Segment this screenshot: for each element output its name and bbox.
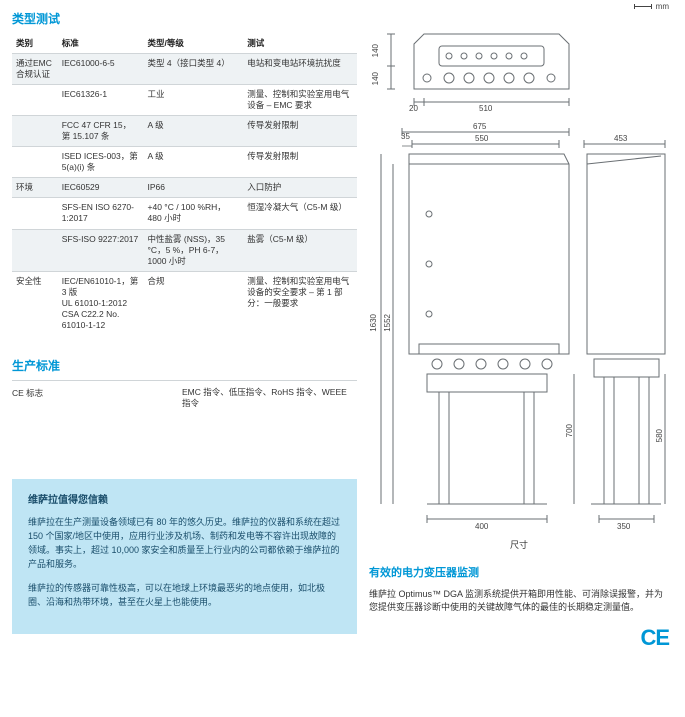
right-heading: 有效的电力变压器监测 — [369, 565, 669, 582]
spec-table: 类别 标准 类型/等级 测试 通过EMC合规认证IEC61000-6-5类型 4… — [12, 33, 357, 335]
trust-p2: 维萨拉的传感器可靠性极高，可以在地球上环境最恶劣的地点使用，如北极圈、沿海和热带… — [28, 582, 341, 610]
table-cell — [12, 85, 58, 116]
table-cell: IEC60529 — [58, 178, 144, 198]
table-cell: ISED ICES-003，第 5(a)(i) 条 — [58, 147, 144, 178]
table-cell: IEC61326-1 — [58, 85, 144, 116]
table-cell — [12, 198, 58, 229]
table-cell: 通过EMC合规认证 — [12, 54, 58, 85]
trust-panel: 维萨拉值得您信赖 维萨拉在生产测量设备领域已有 80 年的悠久历史。维萨拉的仪器… — [12, 479, 357, 634]
dim-front-1630: 1630 — [369, 314, 378, 332]
table-cell: IEC/EN61010-1，第 3 版 UL 61010-1:2012 CSA … — [58, 271, 144, 335]
table-cell — [12, 229, 58, 271]
type-test-heading: 类型测试 — [12, 10, 365, 27]
table-cell: 电站和变电站环境抗扰度 — [243, 54, 357, 85]
dimension-diagram: 140 140 20 510 675 550 35 1630 1552 700 … — [369, 4, 669, 534]
table-cell: 类型 4（接口类型 4） — [144, 54, 244, 85]
table-cell: 入口防护 — [243, 178, 357, 198]
dim-front-580: 580 — [655, 429, 664, 442]
prod-std-label: CE 标志 — [12, 387, 182, 409]
dim-front-400: 400 — [475, 522, 488, 531]
th-standard: 标准 — [58, 33, 144, 54]
dim-side-350: 350 — [617, 522, 630, 531]
th-test: 测试 — [243, 33, 357, 54]
table-cell: 安全性 — [12, 271, 58, 335]
table-row: IEC61326-1工业测量、控制和实验室用电气设备 – EMC 要求 — [12, 85, 357, 116]
table-cell: 传导发射限制 — [243, 116, 357, 147]
table-cell: 中性盐雾 (NSS)，35 °C，5 %，PH 6-7，1000 小时 — [144, 229, 244, 271]
prod-std-row: CE 标志 EMC 指令、低压指令、RoHS 指令、WEEE 指令 — [12, 380, 357, 415]
table-row: 环境IEC60529IP66入口防护 — [12, 178, 357, 198]
prod-std-value: EMC 指令、低压指令、RoHS 指令、WEEE 指令 — [182, 387, 357, 409]
table-cell: SFS-EN ISO 6270-1:2017 — [58, 198, 144, 229]
th-category: 类别 — [12, 33, 58, 54]
table-row: SFS-EN ISO 6270-1:2017+40 °C / 100 %RH，4… — [12, 198, 357, 229]
table-cell: +40 °C / 100 %RH，480 小时 — [144, 198, 244, 229]
dim-side-453: 453 — [614, 134, 627, 143]
dim-top-w1: 20 — [409, 104, 418, 113]
dim-top-h1: 140 — [371, 44, 380, 57]
table-cell: FCC 47 CFR 15，第 15.107 条 — [58, 116, 144, 147]
trust-title: 维萨拉值得您信赖 — [28, 493, 341, 509]
table-cell — [12, 147, 58, 178]
table-cell: SFS-ISO 9227:2017 — [58, 229, 144, 271]
table-cell: 恒湿冷凝大气（C5-M 级） — [243, 198, 357, 229]
right-body: 维萨拉 Optimus™ DGA 监测系统提供开箱即用性能、可消除误报警，并为您… — [369, 588, 669, 615]
ce-mark: CE — [369, 625, 669, 651]
table-cell: 盐雾（C5-M 级） — [243, 229, 357, 271]
dim-front-700: 700 — [565, 424, 574, 437]
table-row: 通过EMC合规认证IEC61000-6-5类型 4（接口类型 4）电站和变电站环… — [12, 54, 357, 85]
dim-front-35: 35 — [401, 132, 410, 141]
table-cell: IEC61000-6-5 — [58, 54, 144, 85]
table-row: FCC 47 CFR 15，第 15.107 条A 级传导发射限制 — [12, 116, 357, 147]
prod-std-heading: 生产标准 — [12, 357, 365, 374]
table-cell: 环境 — [12, 178, 58, 198]
table-cell: 工业 — [144, 85, 244, 116]
table-cell: A 级 — [144, 116, 244, 147]
table-row: SFS-ISO 9227:2017中性盐雾 (NSS)，35 °C，5 %，PH… — [12, 229, 357, 271]
table-cell: IP66 — [144, 178, 244, 198]
table-cell: 传导发射限制 — [243, 147, 357, 178]
table-cell: 测量、控制和实验室用电气设备 – EMC 要求 — [243, 85, 357, 116]
table-row: ISED ICES-003，第 5(a)(i) 条A 级传导发射限制 — [12, 147, 357, 178]
table-cell — [12, 116, 58, 147]
table-cell: 测量、控制和实验室用电气设备的安全要求 – 第 1 部分：一般要求 — [243, 271, 357, 335]
dim-top-h2: 140 — [371, 72, 380, 85]
table-cell: A 级 — [144, 147, 244, 178]
dim-top-w2: 510 — [479, 104, 492, 113]
trust-p1: 维萨拉在生产测量设备领域已有 80 年的悠久历史。维萨拉的仪器和系统在超过 15… — [28, 516, 341, 572]
table-row: 安全性IEC/EN61010-1，第 3 版 UL 61010-1:2012 C… — [12, 271, 357, 335]
dim-front-wtop: 675 — [473, 122, 486, 131]
diagram-caption: 尺寸 — [369, 538, 669, 551]
th-type: 类型/等级 — [144, 33, 244, 54]
table-cell: 合规 — [144, 271, 244, 335]
dim-front-1552: 1552 — [383, 314, 392, 332]
dim-front-w: 550 — [475, 134, 488, 143]
